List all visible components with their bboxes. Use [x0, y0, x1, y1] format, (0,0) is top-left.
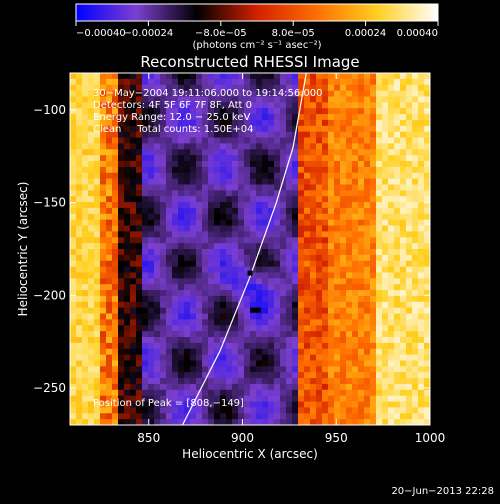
- colorbar-ticks: −0.00040−0.00024 −8.0e−05 8.0e−05 0.00024 0.…: [75, 21, 439, 39]
- annotation-energy: Energy Range: 12.0 − 25.0 keV: [93, 112, 250, 123]
- x-axis-ticks: 850 900 950 1000: [137, 73, 445, 445]
- annotation-time: 30−May−2004 19:11:06.000 to 19:14:56.000: [93, 88, 323, 99]
- source-marker: [250, 307, 262, 313]
- x-tick-label: 850: [137, 431, 160, 445]
- colorbar-unit-label: (photons cm⁻² s⁻¹ asec⁻²): [192, 40, 321, 51]
- x-tick-label: 900: [231, 431, 254, 445]
- y-tick-label: −150: [33, 196, 66, 210]
- x-axis-label: Heliocentric X (arcsec): [182, 447, 318, 461]
- solar-limb-line: [181, 73, 307, 425]
- source-marker: [247, 270, 253, 276]
- peak-position-label: Position of Peak = [808,−149]: [93, 398, 244, 409]
- colorbar: [75, 3, 439, 22]
- colorbar-tick-label: 0.00040: [397, 28, 438, 39]
- footer-timestamp: 20−Jun−2013 22:28: [391, 486, 494, 497]
- y-tick-label: −250: [33, 381, 66, 395]
- annotation-clean: Clean Total counts: 1.50E+04: [93, 124, 253, 135]
- y-tick-label: −200: [33, 288, 66, 302]
- chart-title: Reconstructed RHESSI Image: [140, 53, 359, 71]
- y-tick-label: −100: [33, 103, 66, 117]
- colorbar-tick-label: −0.00024: [124, 28, 174, 39]
- annotation-detectors: Detectors: 4F 5F 6F 7F 8F, Att 0: [93, 100, 252, 111]
- y-axis-ticks: −250 −200 −150 −100: [33, 103, 430, 395]
- colorbar-tick-label: −8.0e−05: [195, 28, 247, 39]
- y-axis-label: Heliocentric Y (arcsec): [16, 182, 30, 317]
- heatmap-image: [70, 73, 430, 425]
- colorbar-tick-label: −0.00040: [76, 28, 126, 39]
- x-tick-label: 1000: [415, 431, 446, 445]
- colorbar-tick-label: 0.00024: [345, 28, 386, 39]
- source-markers: [247, 270, 262, 313]
- colorbar-tick-label: 8.0e−05: [272, 28, 315, 39]
- x-tick-label: 950: [325, 431, 348, 445]
- plot-frame: [69, 72, 431, 426]
